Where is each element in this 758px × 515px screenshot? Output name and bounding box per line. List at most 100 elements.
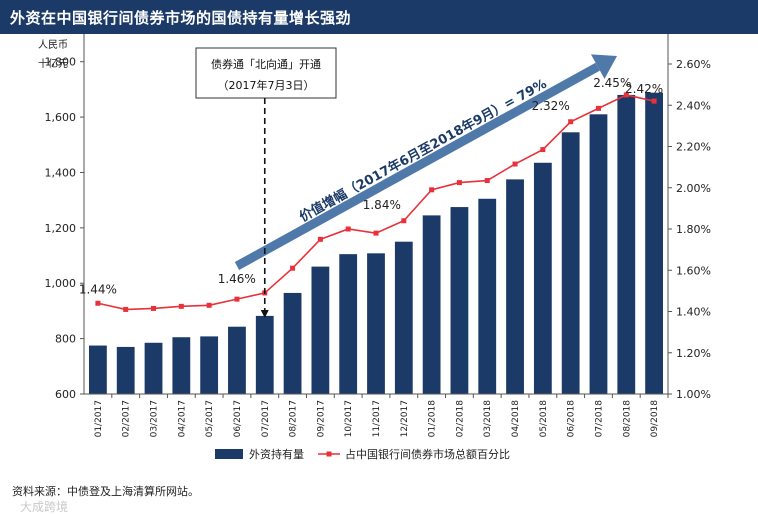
x-tick-label: 01/2018	[428, 400, 438, 438]
line-point	[95, 300, 101, 306]
bar	[283, 292, 302, 394]
left-tick-label: 600	[55, 388, 76, 401]
left-tick-label: 1,600	[45, 111, 77, 124]
x-tick-label: 07/2017	[261, 400, 271, 437]
line-point	[595, 105, 601, 111]
source-note: 资料来源：中债登及上海清算所网站。	[12, 485, 199, 498]
line-point	[651, 98, 657, 104]
bar-series	[89, 92, 663, 395]
legend-line-label: 占中国银行间债券市场总额百分比	[345, 447, 510, 461]
left-tick-label: 1,400	[45, 166, 77, 179]
left-axis-unit: 人民币	[38, 39, 68, 51]
x-tick-label: 05/2018	[539, 400, 549, 438]
trend-arrow	[234, 62, 600, 270]
bar	[450, 207, 469, 394]
x-tick-label: 02/2018	[455, 400, 465, 438]
line-point	[151, 305, 157, 311]
left-tick-label: 1,200	[45, 222, 77, 235]
data-label: 1.46%	[218, 272, 256, 286]
left-tick-label: 800	[55, 333, 76, 346]
bar	[478, 198, 497, 394]
bar	[228, 326, 246, 394]
line-point	[290, 265, 296, 271]
line-point	[206, 302, 212, 308]
bar	[172, 337, 191, 394]
x-tick-label: 09/2017	[316, 400, 326, 437]
x-tick-label: 04/2018	[511, 400, 521, 438]
data-label: 1.84%	[363, 198, 401, 212]
event-box	[195, 47, 337, 99]
line-point	[456, 180, 462, 186]
bar	[339, 254, 358, 394]
bar	[89, 345, 107, 394]
data-label: 2.45%	[593, 76, 631, 90]
bar	[533, 162, 552, 394]
legend-bar-swatch	[215, 449, 243, 459]
line-point	[401, 218, 407, 224]
line-point	[540, 147, 546, 153]
trend-arrow-head	[590, 54, 617, 79]
x-tick-label: 11/2017	[372, 400, 382, 437]
bar	[617, 94, 636, 394]
line-point	[429, 187, 435, 193]
bar	[561, 132, 580, 395]
bar	[116, 346, 135, 394]
line-point	[512, 161, 518, 167]
data-label: 2.32%	[532, 99, 570, 113]
right-tick-label: 2.00%	[676, 182, 711, 195]
x-tick-label: 05/2017	[205, 400, 215, 437]
left-tick-label: 1,800	[45, 56, 77, 69]
left-axis-unit: 十亿元	[38, 57, 68, 70]
event-box-title: 债券通「北向通」开通	[211, 57, 321, 71]
legend-line-marker	[326, 451, 332, 457]
right-tick-label: 1.60%	[676, 264, 711, 277]
bar	[645, 92, 663, 394]
bar	[200, 336, 219, 394]
chart-title: 外资在中国银行间债券市场的国债持有量增长强劲	[10, 9, 352, 27]
x-tick-label: 02/2017	[122, 400, 132, 437]
line-series	[95, 92, 657, 312]
line-point	[568, 119, 574, 125]
data-label: 1.44%	[79, 282, 117, 296]
bar	[394, 241, 413, 394]
watermark-text: 大成跨境	[20, 500, 69, 514]
right-tick-label: 1.40%	[676, 306, 711, 319]
line-point	[345, 226, 351, 232]
title-bar: 外资在中国银行间债券市场的国债持有量增长强劲	[0, 0, 758, 34]
bar	[255, 315, 274, 394]
bar	[144, 342, 163, 394]
bar	[367, 253, 385, 394]
line-point	[234, 296, 240, 302]
right-tick-label: 2.60%	[676, 58, 711, 71]
x-tick-label: 06/2018	[567, 400, 577, 438]
data-label: 2.42%	[625, 82, 663, 96]
x-tick-label: 07/2018	[594, 400, 604, 438]
x-tick-label: 06/2017	[233, 400, 243, 437]
right-tick-label: 1.00%	[676, 388, 711, 401]
line-point	[484, 178, 490, 184]
x-axis: 01/2017 02/2017 03/2017 04/2017 05/2017 06/20…	[84, 393, 669, 438]
right-tick-label: 2.40%	[676, 99, 711, 112]
legend: 外资持有量 占中国银行间债券市场总额百分比	[215, 447, 510, 461]
line-point	[373, 230, 379, 236]
x-tick-label: 12/2017	[400, 400, 410, 437]
line-point	[123, 306, 129, 312]
x-tick-label: 08/2018	[622, 400, 632, 438]
bar	[311, 266, 330, 394]
x-tick-label: 10/2017	[344, 400, 354, 437]
x-tick-label: 09/2018	[650, 400, 660, 438]
bar	[589, 114, 608, 395]
right-tick-label: 2.20%	[676, 141, 711, 154]
left-tick-label: 1,000	[45, 277, 77, 290]
line-point	[317, 236, 323, 242]
right-axis: 1.00% 1.20% 1.40% 1.60% 1.80% 2.00% 2.20% 2.40%…	[667, 34, 711, 401]
legend-bar-label: 外资持有量	[249, 447, 304, 461]
right-tick-label: 1.80%	[676, 223, 711, 236]
right-tick-label: 1.20%	[676, 347, 711, 360]
event-marker-arrowhead	[260, 310, 269, 318]
line-point	[623, 92, 629, 98]
line-point	[178, 303, 184, 309]
bar	[422, 215, 441, 394]
bar	[506, 179, 524, 394]
